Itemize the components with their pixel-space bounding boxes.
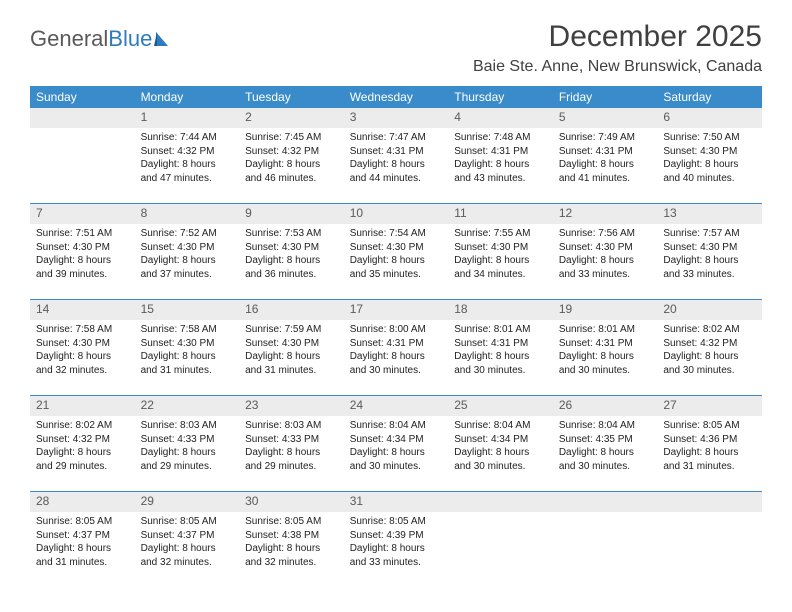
day-cell: Sunrise: 8:02 AMSunset: 4:32 PMDaylight:… bbox=[30, 416, 135, 492]
day-number: 4 bbox=[448, 108, 553, 128]
day-cell: Sunrise: 8:02 AMSunset: 4:32 PMDaylight:… bbox=[657, 320, 762, 396]
header: GeneralBlue December 2025 Baie Ste. Anne… bbox=[30, 22, 762, 76]
logo-text-b: Blue bbox=[108, 26, 152, 52]
day-number bbox=[448, 492, 553, 513]
day-cell: Sunrise: 7:58 AMSunset: 4:30 PMDaylight:… bbox=[30, 320, 135, 396]
day-cell: Sunrise: 7:49 AMSunset: 4:31 PMDaylight:… bbox=[553, 128, 658, 204]
weekday-header: Wednesday bbox=[344, 86, 449, 108]
day-number: 29 bbox=[135, 492, 240, 513]
page-subtitle: Baie Ste. Anne, New Brunswick, Canada bbox=[473, 58, 762, 76]
day-number: 5 bbox=[553, 108, 658, 128]
day-cell: Sunrise: 7:58 AMSunset: 4:30 PMDaylight:… bbox=[135, 320, 240, 396]
day-cell: Sunrise: 8:04 AMSunset: 4:34 PMDaylight:… bbox=[448, 416, 553, 492]
day-cell: Sunrise: 8:05 AMSunset: 4:39 PMDaylight:… bbox=[344, 512, 449, 587]
logo-text-a: General bbox=[30, 26, 108, 52]
day-cell: Sunrise: 8:05 AMSunset: 4:37 PMDaylight:… bbox=[30, 512, 135, 587]
day-number: 30 bbox=[239, 492, 344, 513]
day-cell: Sunrise: 7:54 AMSunset: 4:30 PMDaylight:… bbox=[344, 224, 449, 300]
logo: GeneralBlue bbox=[30, 22, 174, 52]
day-cell: Sunrise: 7:48 AMSunset: 4:31 PMDaylight:… bbox=[448, 128, 553, 204]
day-number-row: 14151617181920 bbox=[30, 300, 762, 321]
day-number: 31 bbox=[344, 492, 449, 513]
day-cell: Sunrise: 7:50 AMSunset: 4:30 PMDaylight:… bbox=[657, 128, 762, 204]
day-number: 3 bbox=[344, 108, 449, 128]
weekday-header: Monday bbox=[135, 86, 240, 108]
day-cell: Sunrise: 7:55 AMSunset: 4:30 PMDaylight:… bbox=[448, 224, 553, 300]
page: GeneralBlue December 2025 Baie Ste. Anne… bbox=[0, 0, 792, 587]
day-number-row: 21222324252627 bbox=[30, 396, 762, 417]
day-cell bbox=[657, 512, 762, 587]
day-cell: Sunrise: 8:05 AMSunset: 4:38 PMDaylight:… bbox=[239, 512, 344, 587]
day-cell: Sunrise: 8:05 AMSunset: 4:36 PMDaylight:… bbox=[657, 416, 762, 492]
day-number: 1 bbox=[135, 108, 240, 128]
day-number: 2 bbox=[239, 108, 344, 128]
day-content-row: Sunrise: 7:51 AMSunset: 4:30 PMDaylight:… bbox=[30, 224, 762, 300]
day-number: 28 bbox=[30, 492, 135, 513]
day-number bbox=[553, 492, 658, 513]
day-number: 17 bbox=[344, 300, 449, 321]
day-number: 22 bbox=[135, 396, 240, 417]
page-title: December 2025 bbox=[473, 22, 762, 52]
day-number: 26 bbox=[553, 396, 658, 417]
day-number: 19 bbox=[553, 300, 658, 321]
day-number: 25 bbox=[448, 396, 553, 417]
day-cell: Sunrise: 7:57 AMSunset: 4:30 PMDaylight:… bbox=[657, 224, 762, 300]
day-cell: Sunrise: 8:01 AMSunset: 4:31 PMDaylight:… bbox=[553, 320, 658, 396]
day-number: 23 bbox=[239, 396, 344, 417]
day-cell: Sunrise: 7:52 AMSunset: 4:30 PMDaylight:… bbox=[135, 224, 240, 300]
day-content-row: Sunrise: 8:05 AMSunset: 4:37 PMDaylight:… bbox=[30, 512, 762, 587]
day-cell: Sunrise: 7:47 AMSunset: 4:31 PMDaylight:… bbox=[344, 128, 449, 204]
weekday-header-row: Sunday Monday Tuesday Wednesday Thursday… bbox=[30, 86, 762, 108]
day-number: 7 bbox=[30, 204, 135, 225]
day-number: 13 bbox=[657, 204, 762, 225]
day-number: 11 bbox=[448, 204, 553, 225]
day-cell: Sunrise: 7:53 AMSunset: 4:30 PMDaylight:… bbox=[239, 224, 344, 300]
day-cell: Sunrise: 8:05 AMSunset: 4:37 PMDaylight:… bbox=[135, 512, 240, 587]
day-number: 16 bbox=[239, 300, 344, 321]
day-cell: Sunrise: 7:45 AMSunset: 4:32 PMDaylight:… bbox=[239, 128, 344, 204]
day-cell: Sunrise: 8:04 AMSunset: 4:35 PMDaylight:… bbox=[553, 416, 658, 492]
day-number: 8 bbox=[135, 204, 240, 225]
weekday-header: Tuesday bbox=[239, 86, 344, 108]
title-block: December 2025 Baie Ste. Anne, New Brunsw… bbox=[473, 22, 762, 76]
day-cell: Sunrise: 8:03 AMSunset: 4:33 PMDaylight:… bbox=[239, 416, 344, 492]
sail-icon bbox=[154, 30, 174, 48]
weekday-header: Thursday bbox=[448, 86, 553, 108]
day-number-row: 78910111213 bbox=[30, 204, 762, 225]
day-number: 24 bbox=[344, 396, 449, 417]
day-cell bbox=[553, 512, 658, 587]
day-cell: Sunrise: 7:51 AMSunset: 4:30 PMDaylight:… bbox=[30, 224, 135, 300]
day-cell: Sunrise: 7:56 AMSunset: 4:30 PMDaylight:… bbox=[553, 224, 658, 300]
day-cell: Sunrise: 8:03 AMSunset: 4:33 PMDaylight:… bbox=[135, 416, 240, 492]
day-number: 18 bbox=[448, 300, 553, 321]
day-number: 27 bbox=[657, 396, 762, 417]
day-number: 15 bbox=[135, 300, 240, 321]
day-cell: Sunrise: 8:01 AMSunset: 4:31 PMDaylight:… bbox=[448, 320, 553, 396]
day-cell bbox=[448, 512, 553, 587]
day-number: 12 bbox=[553, 204, 658, 225]
day-cell: Sunrise: 8:00 AMSunset: 4:31 PMDaylight:… bbox=[344, 320, 449, 396]
day-number bbox=[30, 108, 135, 128]
calendar-body: 123456Sunrise: 7:44 AMSunset: 4:32 PMDay… bbox=[30, 108, 762, 587]
day-number: 10 bbox=[344, 204, 449, 225]
day-content-row: Sunrise: 7:58 AMSunset: 4:30 PMDaylight:… bbox=[30, 320, 762, 396]
day-content-row: Sunrise: 7:44 AMSunset: 4:32 PMDaylight:… bbox=[30, 128, 762, 204]
day-number: 6 bbox=[657, 108, 762, 128]
day-number: 20 bbox=[657, 300, 762, 321]
calendar-table: Sunday Monday Tuesday Wednesday Thursday… bbox=[30, 86, 762, 587]
day-number: 21 bbox=[30, 396, 135, 417]
day-number: 14 bbox=[30, 300, 135, 321]
weekday-header: Saturday bbox=[657, 86, 762, 108]
day-cell: Sunrise: 7:44 AMSunset: 4:32 PMDaylight:… bbox=[135, 128, 240, 204]
weekday-header: Friday bbox=[553, 86, 658, 108]
day-cell: Sunrise: 8:04 AMSunset: 4:34 PMDaylight:… bbox=[344, 416, 449, 492]
day-content-row: Sunrise: 8:02 AMSunset: 4:32 PMDaylight:… bbox=[30, 416, 762, 492]
day-cell: Sunrise: 7:59 AMSunset: 4:30 PMDaylight:… bbox=[239, 320, 344, 396]
day-number: 9 bbox=[239, 204, 344, 225]
day-cell bbox=[30, 128, 135, 204]
day-number-row: 28293031 bbox=[30, 492, 762, 513]
day-number bbox=[657, 492, 762, 513]
weekday-header: Sunday bbox=[30, 86, 135, 108]
day-number-row: 123456 bbox=[30, 108, 762, 128]
